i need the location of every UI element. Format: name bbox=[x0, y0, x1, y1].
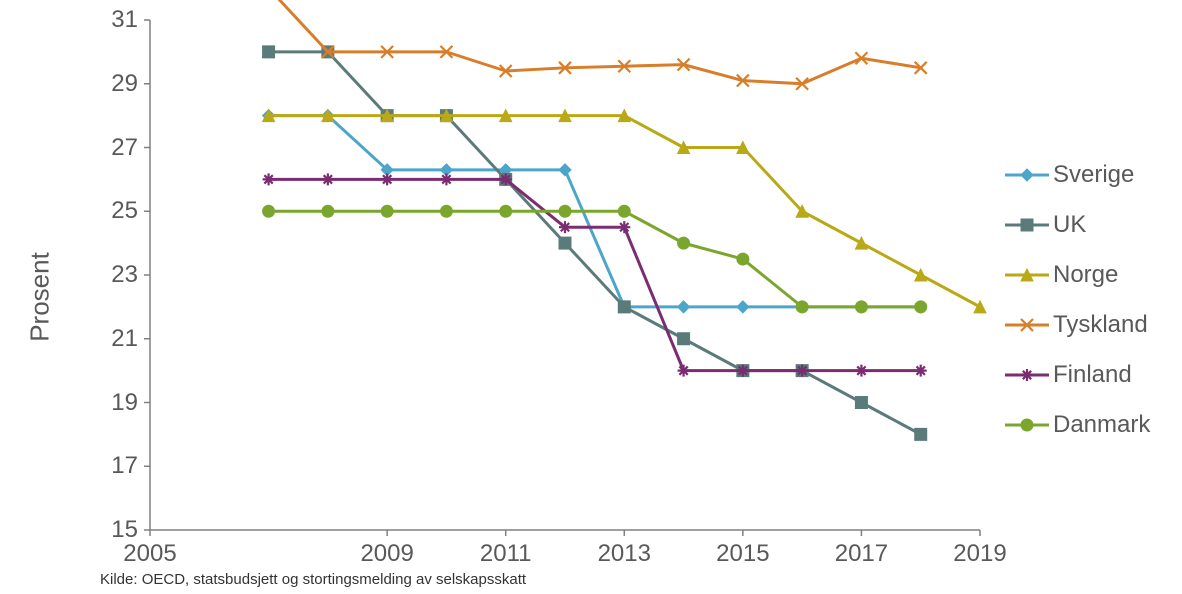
legend-marker bbox=[1005, 363, 1049, 387]
x-tick-label: 2011 bbox=[480, 540, 532, 568]
legend-item: Danmark bbox=[1005, 400, 1175, 450]
legend-label: UK bbox=[1053, 211, 1086, 239]
plot-svg bbox=[150, 20, 980, 530]
source-text: Kilde: OECD, statsbudsjett og stortingsm… bbox=[100, 571, 526, 588]
y-axis-label: Prosent bbox=[25, 252, 56, 342]
x-tick-label: 2013 bbox=[598, 540, 651, 568]
legend-item: Finland bbox=[1005, 350, 1175, 400]
y-tick-label: 23 bbox=[111, 261, 138, 289]
legend-item: Sverige bbox=[1005, 150, 1175, 200]
legend: Sverige UK Norge Tyskland Finland Danmark bbox=[1005, 150, 1175, 450]
legend-label: Sverige bbox=[1053, 161, 1134, 189]
legend-marker bbox=[1005, 213, 1049, 237]
y-tick-label: 21 bbox=[111, 325, 138, 353]
y-tick-label: 19 bbox=[111, 389, 138, 417]
legend-label: Tyskland bbox=[1053, 311, 1148, 339]
x-tick-label: 2015 bbox=[716, 540, 769, 568]
x-tick-label: 2017 bbox=[835, 540, 888, 568]
x-tick-label: 2005 bbox=[123, 540, 176, 568]
legend-item: UK bbox=[1005, 200, 1175, 250]
legend-label: Danmark bbox=[1053, 411, 1150, 439]
legend-marker bbox=[1005, 263, 1049, 287]
legend-label: Finland bbox=[1053, 361, 1132, 389]
legend-marker bbox=[1005, 413, 1049, 437]
chart-container: Prosent 151719212325272931 2005200920112… bbox=[0, 0, 1182, 594]
y-tick-label: 31 bbox=[111, 6, 138, 34]
legend-marker bbox=[1005, 313, 1049, 337]
legend-label: Norge bbox=[1053, 261, 1118, 289]
y-tick-label: 25 bbox=[111, 197, 138, 225]
legend-item: Norge bbox=[1005, 250, 1175, 300]
legend-item: Tyskland bbox=[1005, 300, 1175, 350]
x-tick-label: 2009 bbox=[360, 540, 413, 568]
y-tick-label: 17 bbox=[111, 452, 138, 480]
plot-area: 151719212325272931 200520092011201320152… bbox=[150, 20, 980, 530]
x-tick-label: 2019 bbox=[953, 540, 1006, 568]
legend-marker bbox=[1005, 163, 1049, 187]
y-tick-label: 29 bbox=[111, 70, 138, 98]
y-tick-label: 27 bbox=[111, 134, 138, 162]
